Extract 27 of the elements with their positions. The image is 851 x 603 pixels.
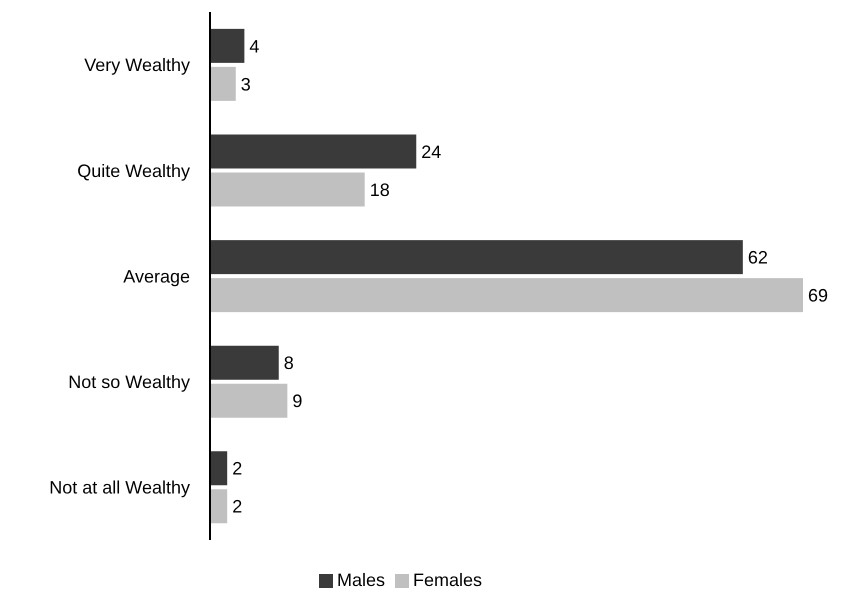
bar <box>210 28 244 63</box>
y-tick-label: Very Wealthy <box>84 55 190 76</box>
data-label: 3 <box>240 74 251 94</box>
bar <box>210 278 803 312</box>
bar <box>210 172 365 206</box>
bar <box>210 384 288 418</box>
data-label: 2 <box>232 458 242 479</box>
y-tick-label: Average <box>123 266 190 286</box>
legend-label: Males <box>336 570 385 590</box>
data-label: 8 <box>284 353 294 374</box>
y-tick-label: Not at all Wealthy <box>49 478 190 498</box>
bar <box>210 66 236 101</box>
data-label: 24 <box>421 142 442 162</box>
bar <box>210 451 228 486</box>
bar <box>210 134 416 168</box>
bar <box>210 240 743 274</box>
y-tick-label: Quite Wealthy <box>77 160 190 181</box>
bar <box>210 346 279 380</box>
legend-label: Females <box>412 570 482 590</box>
bar <box>210 489 228 524</box>
data-label: 2 <box>232 496 242 517</box>
data-label: 4 <box>249 36 260 56</box>
data-label: 69 <box>808 285 828 306</box>
data-label: 18 <box>370 180 390 200</box>
y-tick-label: Not so Wealthy <box>68 372 190 392</box>
data-label: 62 <box>748 247 768 268</box>
data-label: 9 <box>292 391 302 412</box>
